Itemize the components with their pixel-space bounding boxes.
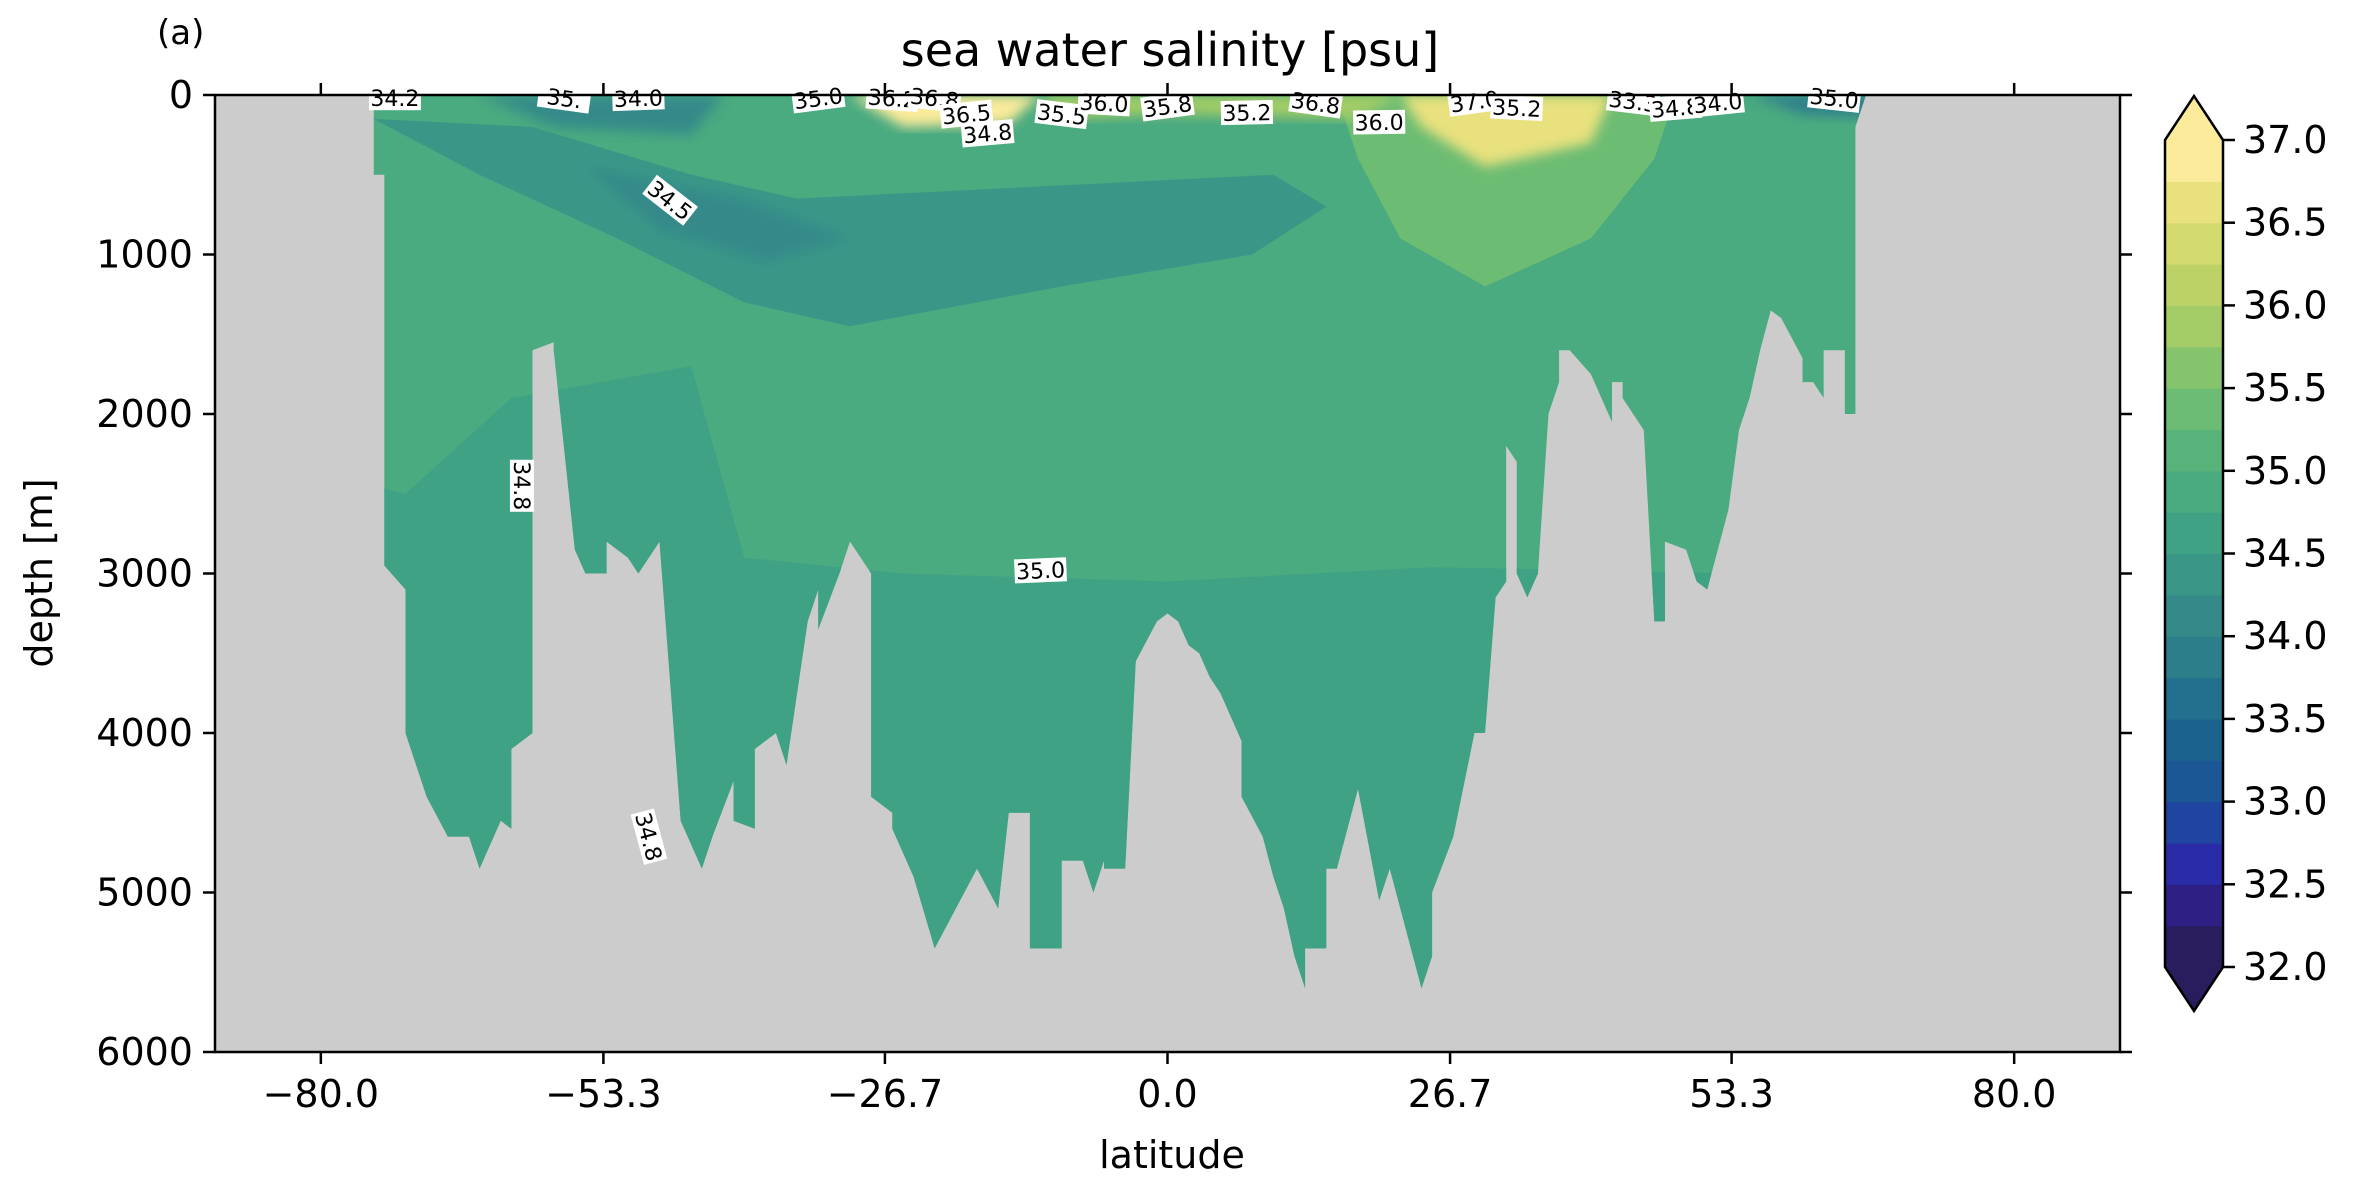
colorbar-level <box>2165 594 2223 637</box>
colorbar-level <box>2165 429 2223 472</box>
colorbar-level <box>2165 470 2223 513</box>
colorbar-level <box>2165 512 2223 555</box>
x-axis: −80.0 −53.3 −26.7 0.0 26.7 53.3 80.0 <box>263 83 2057 1116</box>
colorbar-level <box>2165 677 2223 720</box>
y-tick-label: 0 <box>169 73 193 117</box>
contour-label: 35.2 <box>1220 100 1274 127</box>
colorbar-level <box>2165 884 2223 927</box>
colorbar: 32.0 32.5 33.0 33.5 34.0 34.5 35.0 35.5 36.0 36.5… <box>2163 93 2328 1014</box>
contour-label-text: 34.8 <box>962 120 1013 149</box>
contour-label-text: 34.2 <box>370 87 419 112</box>
colorbar-over-extension <box>2165 96 2223 140</box>
colorbar-level <box>2165 388 2223 431</box>
contour-label: 35. <box>536 82 592 115</box>
colorbar-level <box>2165 801 2223 844</box>
colorbar-level <box>2165 718 2223 761</box>
colorbar-tick-label: 37.0 <box>2243 118 2328 162</box>
contour-label-text: 35. <box>545 85 583 115</box>
x-tick-label: 26.7 <box>1408 1072 1493 1116</box>
contour-label: 35.2 <box>1490 94 1544 123</box>
y-axis: 0 1000 2000 3000 4000 5000 6000 <box>96 73 2132 1074</box>
colorbar-tick-label: 35.5 <box>2243 366 2328 410</box>
x-tick-label: −80.0 <box>263 1072 379 1116</box>
x-tick-label: −26.7 <box>827 1072 943 1116</box>
colorbar-tick-label: 33.0 <box>2243 780 2328 824</box>
y-tick-label: 5000 <box>96 871 193 915</box>
contour-label: 34.2 <box>368 86 421 112</box>
colorbar-level <box>2165 636 2223 679</box>
colorbar-level <box>2165 553 2223 596</box>
colorbar-level <box>2165 842 2223 885</box>
colorbar-tick-label: 34.5 <box>2243 532 2328 576</box>
x-axis-label: latitude <box>1099 1133 1245 1177</box>
contour-label: 34.8 <box>508 459 534 512</box>
plot-area <box>215 95 2120 1052</box>
contour-label-text: 35.2 <box>1492 96 1542 123</box>
contour-label: 34.0 <box>611 85 665 113</box>
colorbar-tick-label: 32.0 <box>2243 945 2328 989</box>
chart-title: sea water salinity [psu] <box>901 23 1440 77</box>
x-tick-label: 0.0 <box>1137 1072 1197 1116</box>
panel-label: (a) <box>157 13 204 53</box>
colorbar-tick-label: 36.5 <box>2243 201 2328 245</box>
y-tick-label: 2000 <box>96 392 193 436</box>
contour-label: 35.5 <box>1034 99 1089 131</box>
x-tick-label: 80.0 <box>1972 1072 2057 1116</box>
colorbar-tick-label: 34.0 <box>2243 614 2328 658</box>
colorbar-tick-label: 35.0 <box>2243 449 2328 493</box>
contour-label: 34.8 <box>960 119 1015 149</box>
contour-label-text: 34.0 <box>613 86 663 113</box>
y-tick-label: 6000 <box>96 1030 193 1074</box>
colorbar-level <box>2165 346 2223 389</box>
contour-label-text: 34.8 <box>508 461 533 510</box>
y-tick-label: 4000 <box>96 711 193 755</box>
y-tick-label: 1000 <box>96 233 193 277</box>
contour-label: 34.0 <box>1690 88 1745 119</box>
contour-label: 36.0 <box>1352 109 1406 137</box>
y-tick-label: 3000 <box>96 552 193 596</box>
colorbar-level <box>2165 181 2223 224</box>
x-tick-label: −53.3 <box>545 1072 661 1116</box>
colorbar-level <box>2165 925 2223 968</box>
contour-label-text: 35.2 <box>1222 101 1271 127</box>
colorbar-level <box>2165 140 2223 182</box>
contour-label-text: 35.0 <box>1808 85 1859 115</box>
y-axis-label: depth [m] <box>17 478 61 667</box>
x-tick-label: 53.3 <box>1689 1072 1774 1116</box>
contour-label: 35.8 <box>1140 90 1195 123</box>
colorbar-level <box>2165 305 2223 348</box>
contour-label: 35.0 <box>1807 83 1862 115</box>
contour-label: 35.0 <box>1014 557 1067 585</box>
contour-label-text: 36.0 <box>1355 111 1404 137</box>
colorbar-level <box>2165 264 2223 306</box>
colorbar-tick-label: 33.5 <box>2243 697 2328 741</box>
colorbar-level <box>2165 760 2223 803</box>
colorbar-tick-label: 36.0 <box>2243 283 2328 327</box>
contour-label-text: 35.0 <box>1016 558 1066 585</box>
colorbar-tick-label: 32.5 <box>2243 862 2328 906</box>
intermediate-water-layer <box>373 118 1327 327</box>
colorbar-under-extension <box>2165 967 2223 1011</box>
contour-label: 36.2 <box>865 84 920 114</box>
colorbar-level <box>2165 222 2223 265</box>
